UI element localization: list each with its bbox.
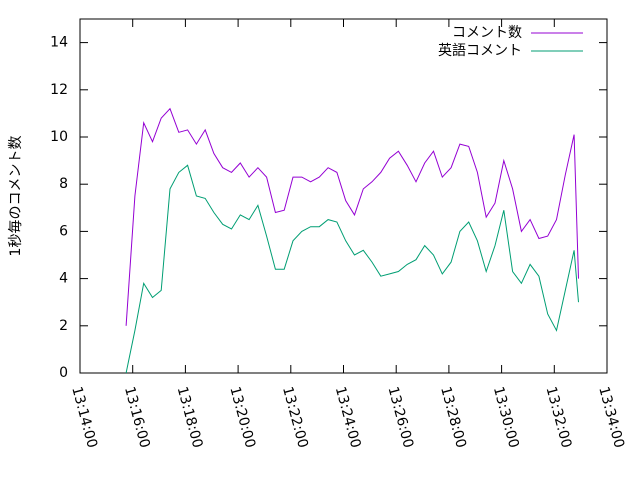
series-line: [125, 164, 579, 374]
x-tick-label: 13:20:00: [226, 385, 258, 450]
y-tick-label: 0: [59, 365, 68, 381]
x-tick-label: 13:16:00: [121, 385, 153, 450]
x-tick-label: 13:26:00: [384, 385, 416, 450]
y-axis-label: 1秒毎のコメント数: [8, 136, 24, 257]
y-tick-label: 4: [59, 271, 68, 287]
x-tick-label: 13:14:00: [68, 385, 100, 450]
legend-label: 英語コメント: [438, 42, 522, 59]
y-tick-label: 6: [59, 223, 68, 239]
y-tick-label: 12: [50, 82, 68, 98]
x-tick-label: 13:24:00: [332, 385, 364, 450]
y-tick-label: 14: [50, 35, 68, 51]
x-tick-label: 13:18:00: [174, 385, 206, 450]
y-tick-label: 8: [59, 176, 68, 192]
y-tick-label: 10: [50, 129, 68, 145]
x-tick-label: 13:22:00: [279, 385, 311, 450]
x-tick-label: 13:28:00: [437, 385, 469, 450]
series-line: [125, 107, 579, 326]
y-tick-label: 2: [59, 318, 68, 334]
x-tick-label: 13:30:00: [490, 385, 522, 450]
x-tick-label: 13:32:00: [543, 385, 575, 450]
plot-frame: [79, 18, 608, 374]
legend-label: コメント数: [452, 25, 522, 41]
x-tick-label: 13:34:00: [595, 385, 627, 450]
